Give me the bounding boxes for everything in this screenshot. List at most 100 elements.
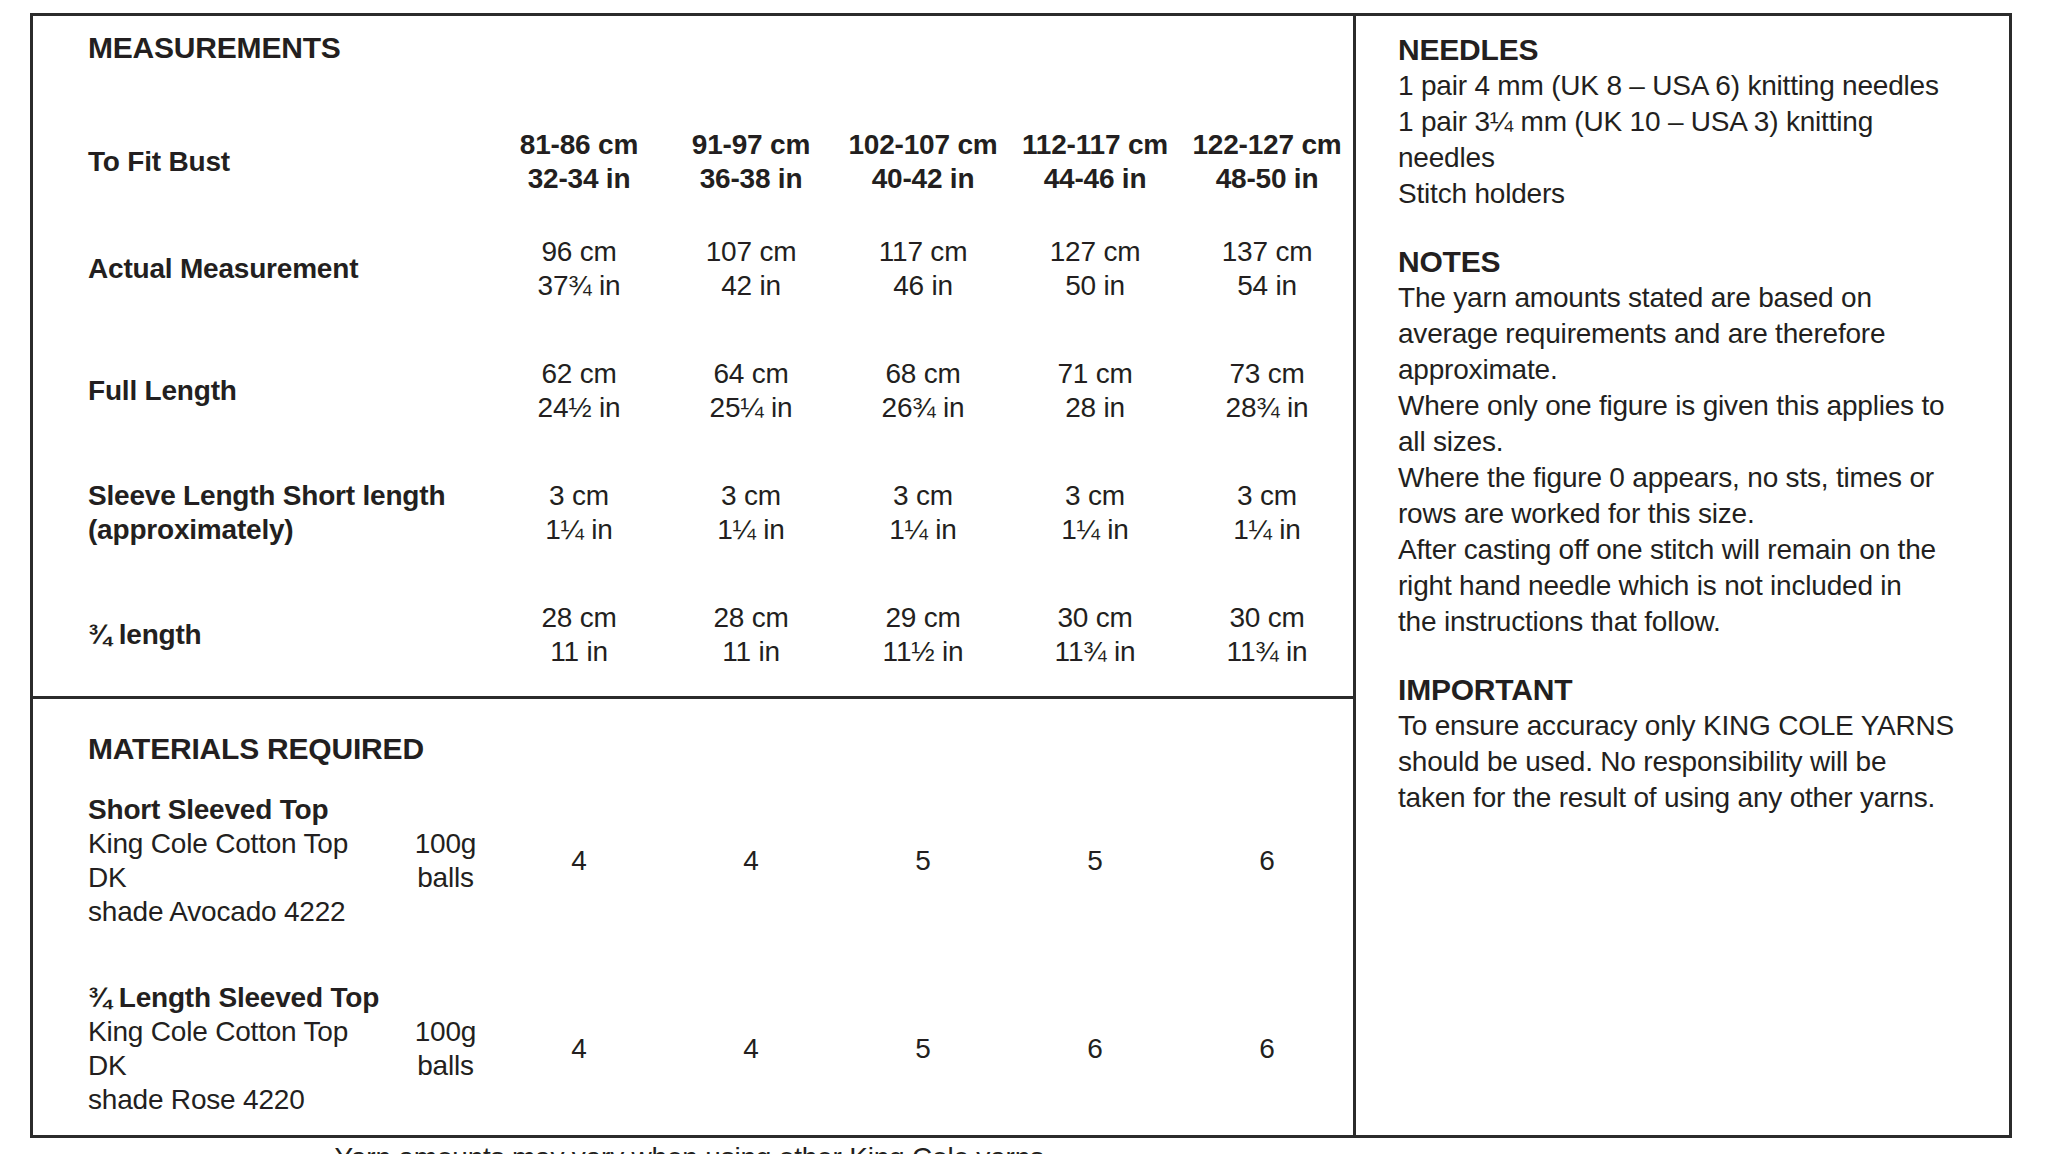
value-cm: 68 cm (837, 357, 1009, 391)
ball-quantity: 5 (837, 1032, 1009, 1066)
size-in: 36-38 in (665, 162, 837, 196)
size-cm: 112-117 cm (1009, 128, 1181, 162)
ball-quantity: 4 (493, 844, 665, 878)
needles-line: Stitch holders (1398, 176, 2001, 212)
value-in: 11¾ in (1009, 635, 1181, 669)
unit-word: balls (398, 861, 493, 895)
garment-name: ¾ Length Sleeved Top (88, 981, 388, 1015)
measurement-cell: 107 cm 42 in (665, 235, 837, 303)
value-cm: 3 cm (1181, 479, 1353, 513)
yarn-name: King Cole Cotton Top DK (88, 827, 388, 895)
notes-line: Where only one figure is given this appl… (1398, 388, 2001, 424)
garment-name: Short Sleeved Top (88, 793, 388, 827)
material-row-short-sleeved-top: Short Sleeved Top King Cole Cotton Top D… (33, 793, 1353, 929)
value-cm: 96 cm (493, 235, 665, 269)
measurement-cell: 64 cm 25¼ in (665, 357, 837, 425)
to-fit-bust-row: To Fit Bust 81-86 cm 32-34 in 91-97 cm 3… (33, 116, 1353, 208)
notes-line: right hand needle which is not included … (1398, 568, 2001, 604)
measurement-cell: 127 cm 50 in (1009, 235, 1181, 303)
left-panel: MEASUREMENTS To Fit Bust 81-86 cm 32-34 … (33, 16, 1356, 1135)
size-header-3: 102-107 cm 40-42 in (837, 128, 1009, 196)
measurement-cell: 30 cm 11¾ in (1009, 601, 1181, 669)
value-in: 11 in (665, 635, 837, 669)
value-in: 46 in (837, 269, 1009, 303)
yarn-description: Short Sleeved Top King Cole Cotton Top D… (33, 793, 398, 929)
ball-quantity: 5 (837, 844, 1009, 878)
value-cm: 28 cm (493, 601, 665, 635)
value-in: 28 in (1009, 391, 1181, 425)
important-line: should be used. No responsibility will b… (1398, 744, 2001, 780)
measurements-section: MEASUREMENTS To Fit Bust 81-86 cm 32-34 … (33, 16, 1353, 699)
table-row-sleeve-length-short: Sleeve Length Short length (approximatel… (33, 452, 1353, 574)
needles-line: needles (1398, 140, 2001, 176)
size-in: 40-42 in (837, 162, 1009, 196)
ball-quantity: 6 (1181, 1032, 1353, 1066)
ball-unit: 100g balls (398, 827, 493, 895)
ball-quantity: 4 (665, 844, 837, 878)
ball-quantity: 4 (493, 1032, 665, 1066)
value-in: 11 in (493, 635, 665, 669)
unit-word: balls (398, 1049, 493, 1083)
measurement-cell: 3 cm 1¼ in (493, 479, 665, 547)
row-label: Sleeve Length Short length (approximatel… (33, 479, 493, 547)
value-cm: 28 cm (665, 601, 837, 635)
notes-line: After casting off one stitch will remain… (1398, 532, 2001, 568)
yarn-shade: shade Avocado 4222 (88, 895, 388, 929)
measurement-cell: 96 cm 37¾ in (493, 235, 665, 303)
value-cm: 64 cm (665, 357, 837, 391)
value-in: 24½ in (493, 391, 665, 425)
right-panel: NEEDLES 1 pair 4 mm (UK 8 – USA 6) knitt… (1356, 16, 2009, 1135)
size-cm: 102-107 cm (837, 128, 1009, 162)
ball-quantity: 6 (1009, 1032, 1181, 1066)
value-in: 54 in (1181, 269, 1353, 303)
table-row-three-quarter-length: ¾ length 28 cm 11 in 28 cm 11 in 29 cm 1… (33, 574, 1353, 696)
value-cm: 73 cm (1181, 357, 1353, 391)
value-cm: 62 cm (493, 357, 665, 391)
value-cm: 30 cm (1009, 601, 1181, 635)
yarn-shade: shade Rose 4220 (88, 1083, 388, 1117)
materials-section: MATERIALS REQUIRED Short Sleeved Top Kin… (33, 699, 1353, 1154)
value-cm: 3 cm (837, 479, 1009, 513)
size-in: 44-46 in (1009, 162, 1181, 196)
size-header-4: 112-117 cm 44-46 in (1009, 128, 1181, 196)
notes-line: the instructions that follow. (1398, 604, 2001, 640)
needles-line: 1 pair 3¼ mm (UK 10 – USA 3) knitting (1398, 104, 2001, 140)
unit-weight: 100g (398, 827, 493, 861)
ball-quantity: 5 (1009, 844, 1181, 878)
measurement-cell: 28 cm 11 in (493, 601, 665, 669)
row-label: ¾ length (33, 618, 493, 652)
important-title: IMPORTANT (1398, 672, 2001, 708)
measurement-cell: 137 cm 54 in (1181, 235, 1353, 303)
value-cm: 127 cm (1009, 235, 1181, 269)
size-in: 48-50 in (1181, 162, 1353, 196)
notes-title: NOTES (1398, 244, 2001, 280)
measurement-cell: 68 cm 26¾ in (837, 357, 1009, 425)
ball-unit: 100g balls (398, 1015, 493, 1083)
important-line: taken for the result of using any other … (1398, 780, 2001, 816)
value-cm: 117 cm (837, 235, 1009, 269)
size-header-2: 91-97 cm 36-38 in (665, 128, 837, 196)
measurement-cell: 3 cm 1¼ in (837, 479, 1009, 547)
size-in: 32-34 in (493, 162, 665, 196)
important-section: IMPORTANT To ensure accuracy only KING C… (1398, 672, 2001, 816)
value-in: 50 in (1009, 269, 1181, 303)
notes-line: rows are worked for this size. (1398, 496, 2001, 532)
yarn-name: King Cole Cotton Top DK (88, 1015, 388, 1083)
value-in: 42 in (665, 269, 837, 303)
ball-quantity: 6 (1181, 844, 1353, 878)
notes-line: Where the figure 0 appears, no sts, time… (1398, 460, 2001, 496)
value-in: 37¾ in (493, 269, 665, 303)
yarn-description: ¾ Length Sleeved Top King Cole Cotton To… (33, 981, 398, 1117)
measurement-cell: 29 cm 11½ in (837, 601, 1009, 669)
measurement-cell: 28 cm 11 in (665, 601, 837, 669)
measurement-cell: 3 cm 1¼ in (1009, 479, 1181, 547)
size-header-1: 81-86 cm 32-34 in (493, 128, 665, 196)
measurement-cell: 3 cm 1¼ in (665, 479, 837, 547)
measurement-cell: 30 cm 11¾ in (1181, 601, 1353, 669)
measurement-cell: 73 cm 28¾ in (1181, 357, 1353, 425)
value-in: 28¾ in (1181, 391, 1353, 425)
value-cm: 30 cm (1181, 601, 1353, 635)
value-cm: 3 cm (1009, 479, 1181, 513)
needles-title: NEEDLES (1398, 32, 2001, 68)
value-cm: 29 cm (837, 601, 1009, 635)
